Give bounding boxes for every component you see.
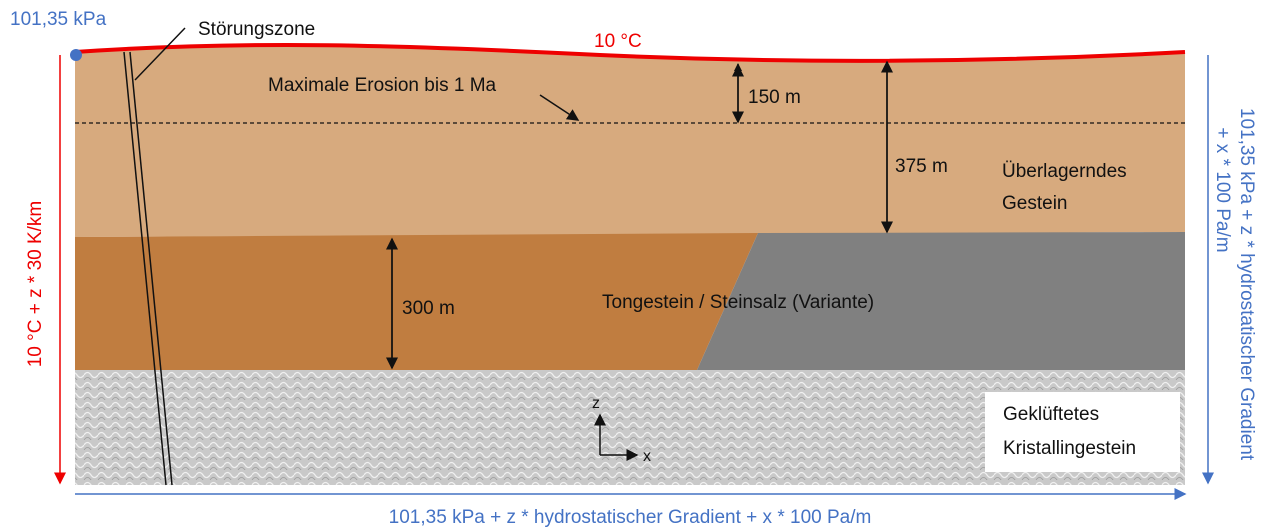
layer-label: Kristallingestein [1003, 438, 1136, 459]
axis-label: x [643, 448, 651, 465]
erosion-label: Maximale Erosion bis 1 Ma [268, 75, 497, 96]
depth-label: 150 m [748, 87, 801, 108]
left-boundary: 10 °C + z * 30 K/km [25, 201, 46, 368]
depth-label: 300 m [402, 298, 455, 319]
axis-label: z [592, 395, 600, 412]
bottom-boundary: 101,35 kPa + z * hydrostatischer Gradien… [389, 507, 872, 528]
right-boundary: + x * 100 Pa/m [1212, 127, 1233, 252]
right-boundary: 101,35 kPa + z * hydrostatischer Gradien… [1236, 108, 1257, 461]
layer-label: Überlagerndes [1002, 161, 1127, 182]
surface-temp: 10 °C [594, 31, 642, 52]
depth-label: 375 m [895, 156, 948, 177]
layers [54, 27, 1214, 500]
fault-label: Störungszone [198, 19, 315, 40]
layer-label: Gestein [1002, 193, 1067, 214]
top-pressure: 101,35 kPa [10, 9, 107, 30]
layer-label: Tongestein / Steinsalz (Variante) [602, 292, 874, 313]
layer-label: Geklüftetes [1003, 404, 1099, 425]
